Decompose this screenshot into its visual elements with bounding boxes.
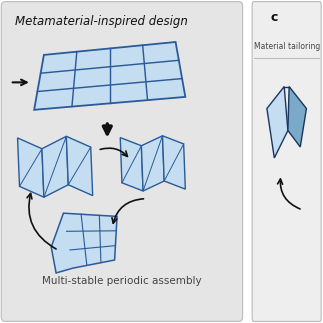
Text: Metamaterial-inspired design: Metamaterial-inspired design [15, 15, 188, 27]
Polygon shape [34, 42, 185, 110]
Text: Multi-stable periodic assembly: Multi-stable periodic assembly [42, 276, 202, 286]
FancyBboxPatch shape [252, 2, 321, 321]
Polygon shape [141, 136, 164, 191]
Polygon shape [162, 136, 185, 189]
Polygon shape [17, 138, 44, 197]
Polygon shape [42, 136, 68, 197]
Polygon shape [66, 136, 93, 195]
Text: Material tailoring: Material tailoring [254, 42, 320, 51]
Polygon shape [288, 87, 307, 147]
Polygon shape [267, 87, 288, 158]
Text: c: c [271, 11, 278, 24]
FancyBboxPatch shape [1, 2, 243, 321]
Polygon shape [120, 138, 143, 191]
Polygon shape [51, 213, 117, 273]
